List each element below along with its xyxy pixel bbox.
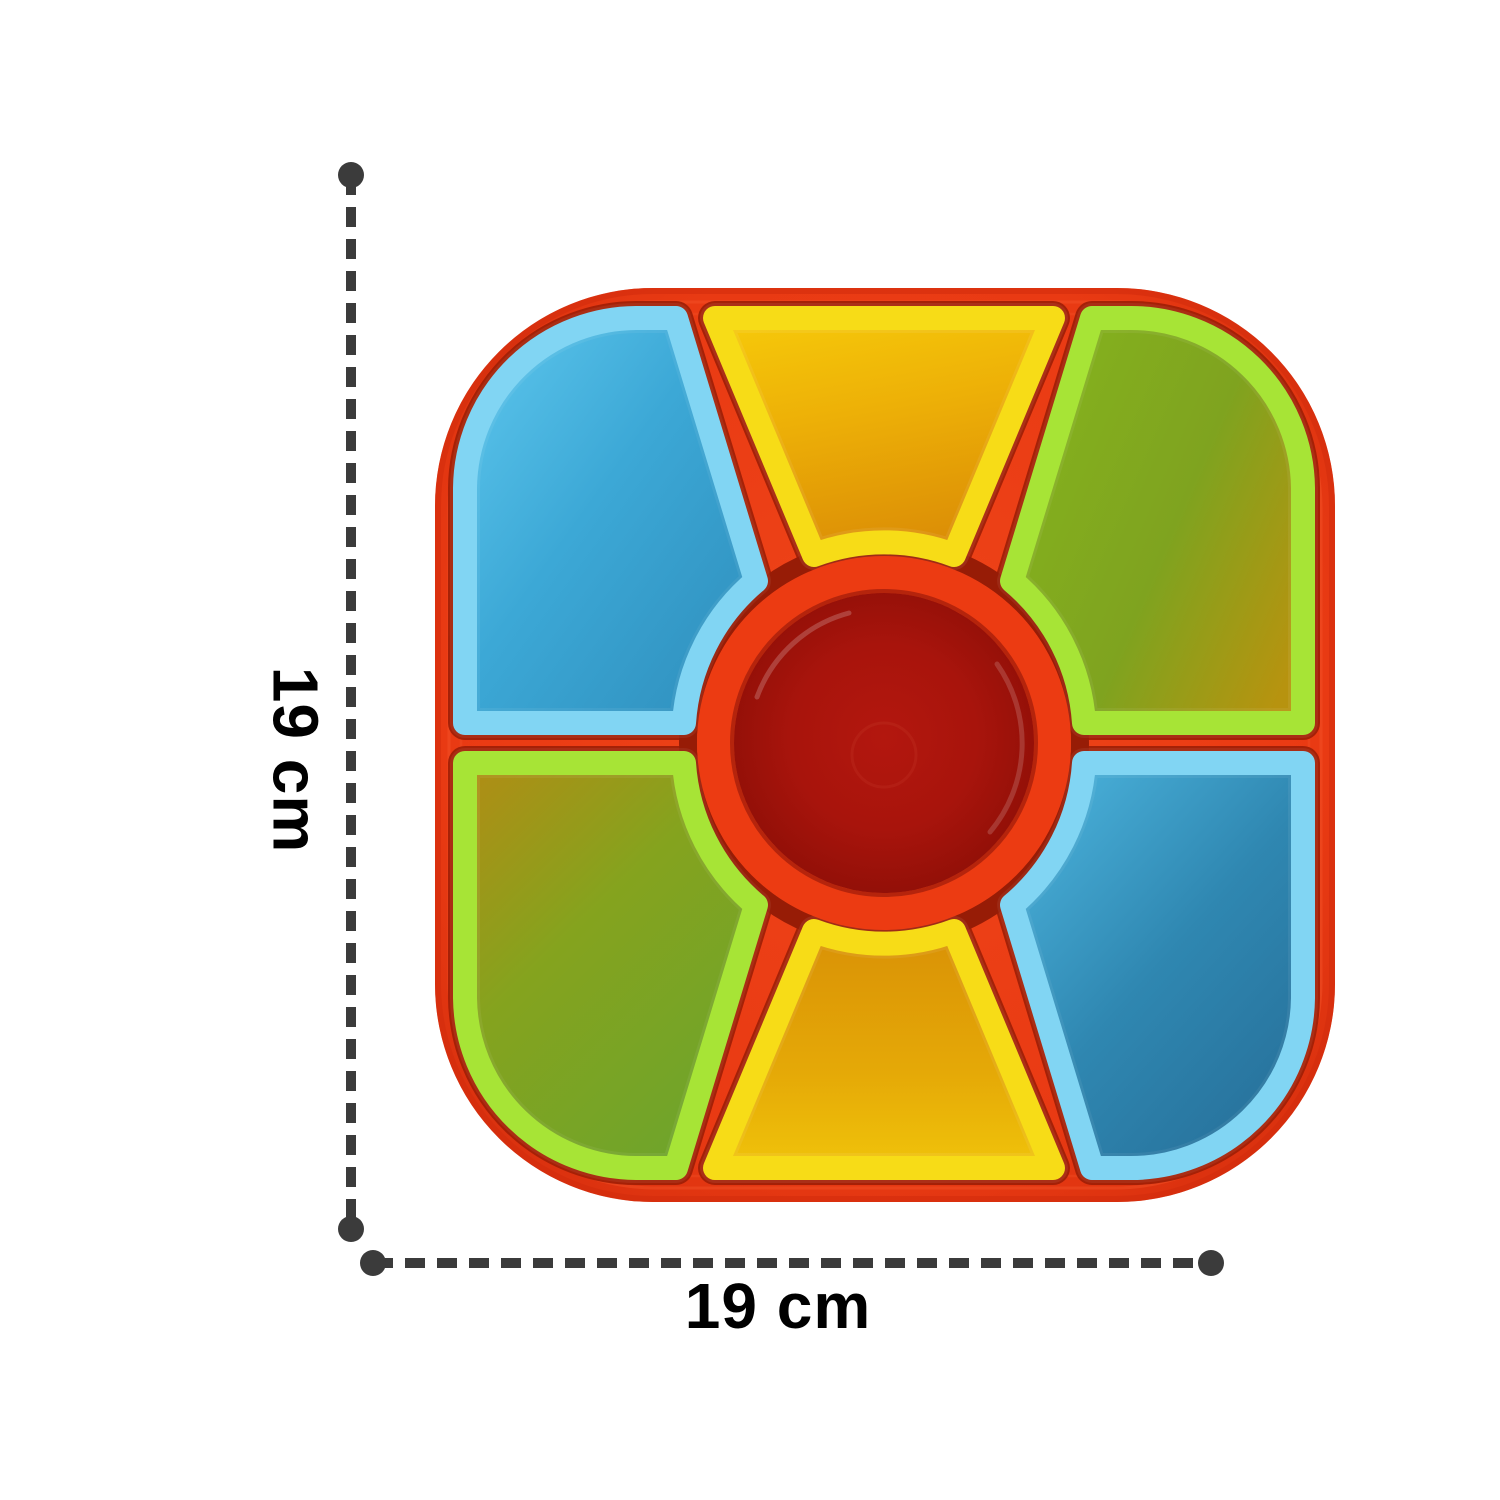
compartment-bottom-left-body bbox=[453, 751, 768, 1181]
compartment-top-center-sheen bbox=[700, 303, 1068, 570]
center-bowl-highlight-left bbox=[754, 610, 852, 700]
center-bowl-inner-edge bbox=[730, 589, 1038, 897]
compartment-bottom-center-body bbox=[703, 919, 1065, 1180]
compartment-bottom-center-sheen bbox=[700, 916, 1068, 1183]
dimension-width-label: 19 cm bbox=[685, 1270, 871, 1342]
compartment-top-right-body bbox=[1000, 305, 1315, 735]
dimension-height: 19 cm bbox=[260, 162, 364, 1242]
dimension-height-dot-bottom bbox=[338, 1216, 364, 1242]
tray-outer-edge bbox=[435, 288, 1335, 1202]
compartment-top-left-sheen bbox=[450, 302, 771, 738]
center-bowl bbox=[697, 556, 1071, 930]
compartment-bottom-left-green bbox=[450, 748, 771, 1184]
center-bowl-floor-mark bbox=[850, 721, 918, 789]
compartment-top-center-body bbox=[703, 306, 1065, 567]
dimension-width: 19 cm bbox=[360, 1250, 1224, 1342]
center-bowl-interior bbox=[734, 593, 1034, 893]
compartment-bottom-left-sheen bbox=[450, 748, 771, 1184]
compartment-bottom-right-blue bbox=[997, 748, 1318, 1184]
dimension-height-label: 19 cm bbox=[260, 667, 332, 853]
dimension-width-dot-left bbox=[360, 1250, 386, 1276]
compartment-top-right-sheen bbox=[997, 302, 1318, 738]
compartment-bottom-right-body bbox=[1000, 751, 1315, 1181]
dimension-height-dot-top bbox=[338, 162, 364, 188]
compartment-bottom-center-yellow bbox=[700, 916, 1068, 1183]
center-bowl-highlight-right bbox=[987, 661, 1025, 835]
compartment-bottom-right-sheen bbox=[997, 748, 1318, 1184]
compartment-top-left-body bbox=[453, 305, 768, 735]
compartment-top-right-green bbox=[997, 302, 1318, 738]
dimension-width-dot-right bbox=[1198, 1250, 1224, 1276]
compartment-top-left-blue bbox=[450, 302, 771, 738]
compartment-top-center-yellow bbox=[700, 303, 1068, 570]
